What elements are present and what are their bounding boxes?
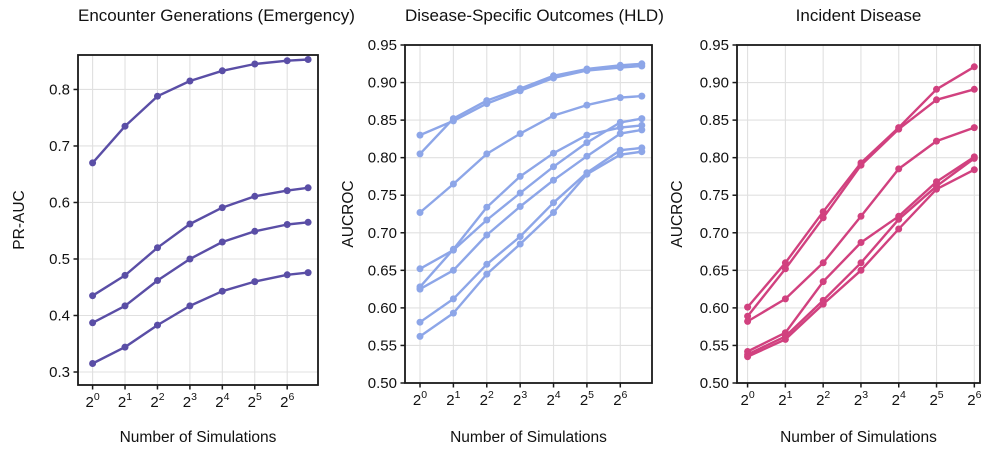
encounter-generations-plot: 20 21 22 23 24 25 26 0.3 0.4 0.5 0.6 0.7 0.8 <box>49 54 319 411</box>
svg-text:23: 23 <box>854 389 868 409</box>
chart-encounter-generations-emergency: Encounter Generations (Emergency) PR-AUC… <box>0 0 355 460</box>
svg-text:0.95: 0.95 <box>368 37 397 54</box>
svg-text:0.70: 0.70 <box>368 225 397 242</box>
svg-text:24: 24 <box>215 391 229 411</box>
svg-text:0.8: 0.8 <box>49 81 70 98</box>
svg-text:21: 21 <box>118 391 132 411</box>
svg-text:0.4: 0.4 <box>49 307 70 324</box>
svg-text:0.70: 0.70 <box>700 225 729 242</box>
svg-text:0.6: 0.6 <box>49 194 70 211</box>
x-axis-label: Number of Simulations <box>119 429 277 446</box>
svg-text:0.50: 0.50 <box>700 375 729 392</box>
svg-text:23: 23 <box>183 391 197 411</box>
svg-text:0.90: 0.90 <box>368 75 397 92</box>
svg-text:0.75: 0.75 <box>368 187 397 204</box>
svg-text:25: 25 <box>580 389 594 409</box>
svg-text:0.85: 0.85 <box>700 112 729 129</box>
x-axis-label: Number of Simulations <box>780 429 937 446</box>
svg-text:22: 22 <box>150 391 164 411</box>
incident-disease-plot: 20 21 22 23 24 25 26 0.50 0.55 0.60 0.65 0.70 0.75 0.… <box>700 37 982 409</box>
chart-disease-specific-outcomes-hld: Disease-Specific Outcomes (HLD) AUCROC 2… <box>340 0 670 460</box>
chart-title: Disease-Specific Outcomes (HLD) <box>405 6 664 25</box>
chart-incident-disease: Incident Disease AUCROC 20 21 22 23 24 25 26 0.… <box>669 0 997 460</box>
svg-text:0.80: 0.80 <box>368 150 397 167</box>
svg-text:0.65: 0.65 <box>700 262 729 279</box>
svg-text:24: 24 <box>892 389 906 409</box>
svg-text:0.55: 0.55 <box>368 337 397 354</box>
svg-text:25: 25 <box>248 391 262 411</box>
svg-text:0.65: 0.65 <box>368 262 397 279</box>
svg-text:0.80: 0.80 <box>700 150 729 167</box>
svg-text:0.60: 0.60 <box>700 300 729 317</box>
svg-text:0.60: 0.60 <box>368 300 397 317</box>
svg-text:0.95: 0.95 <box>700 37 729 54</box>
svg-text:24: 24 <box>546 389 560 409</box>
svg-text:0.50: 0.50 <box>368 375 397 392</box>
x-axis-label: Number of Simulations <box>450 429 607 446</box>
svg-text:0.75: 0.75 <box>700 187 729 204</box>
svg-text:25: 25 <box>929 389 943 409</box>
svg-text:20: 20 <box>413 389 427 409</box>
svg-text:21: 21 <box>446 389 460 409</box>
svg-text:22: 22 <box>816 389 830 409</box>
svg-text:20: 20 <box>86 391 100 411</box>
svg-text:26: 26 <box>967 389 981 409</box>
svg-text:21: 21 <box>778 389 792 409</box>
svg-text:22: 22 <box>480 389 494 409</box>
svg-text:0.90: 0.90 <box>700 75 729 92</box>
svg-text:0.85: 0.85 <box>368 112 397 129</box>
svg-text:26: 26 <box>613 389 627 409</box>
svg-text:0.7: 0.7 <box>49 138 70 155</box>
svg-text:0.55: 0.55 <box>700 337 729 354</box>
chart-title: Incident Disease <box>795 6 922 25</box>
disease-specific-outcomes-plot: 20 21 22 23 24 25 26 0.50 0.55 0.60 0.65 0.70 0.75 0.… <box>368 37 653 409</box>
svg-text:26: 26 <box>280 391 294 411</box>
svg-text:0.3: 0.3 <box>49 364 70 381</box>
chart-title: Encounter Generations (Emergency) <box>78 6 355 25</box>
svg-text:20: 20 <box>740 389 754 409</box>
svg-text:23: 23 <box>513 389 527 409</box>
svg-text:0.5: 0.5 <box>49 251 70 268</box>
